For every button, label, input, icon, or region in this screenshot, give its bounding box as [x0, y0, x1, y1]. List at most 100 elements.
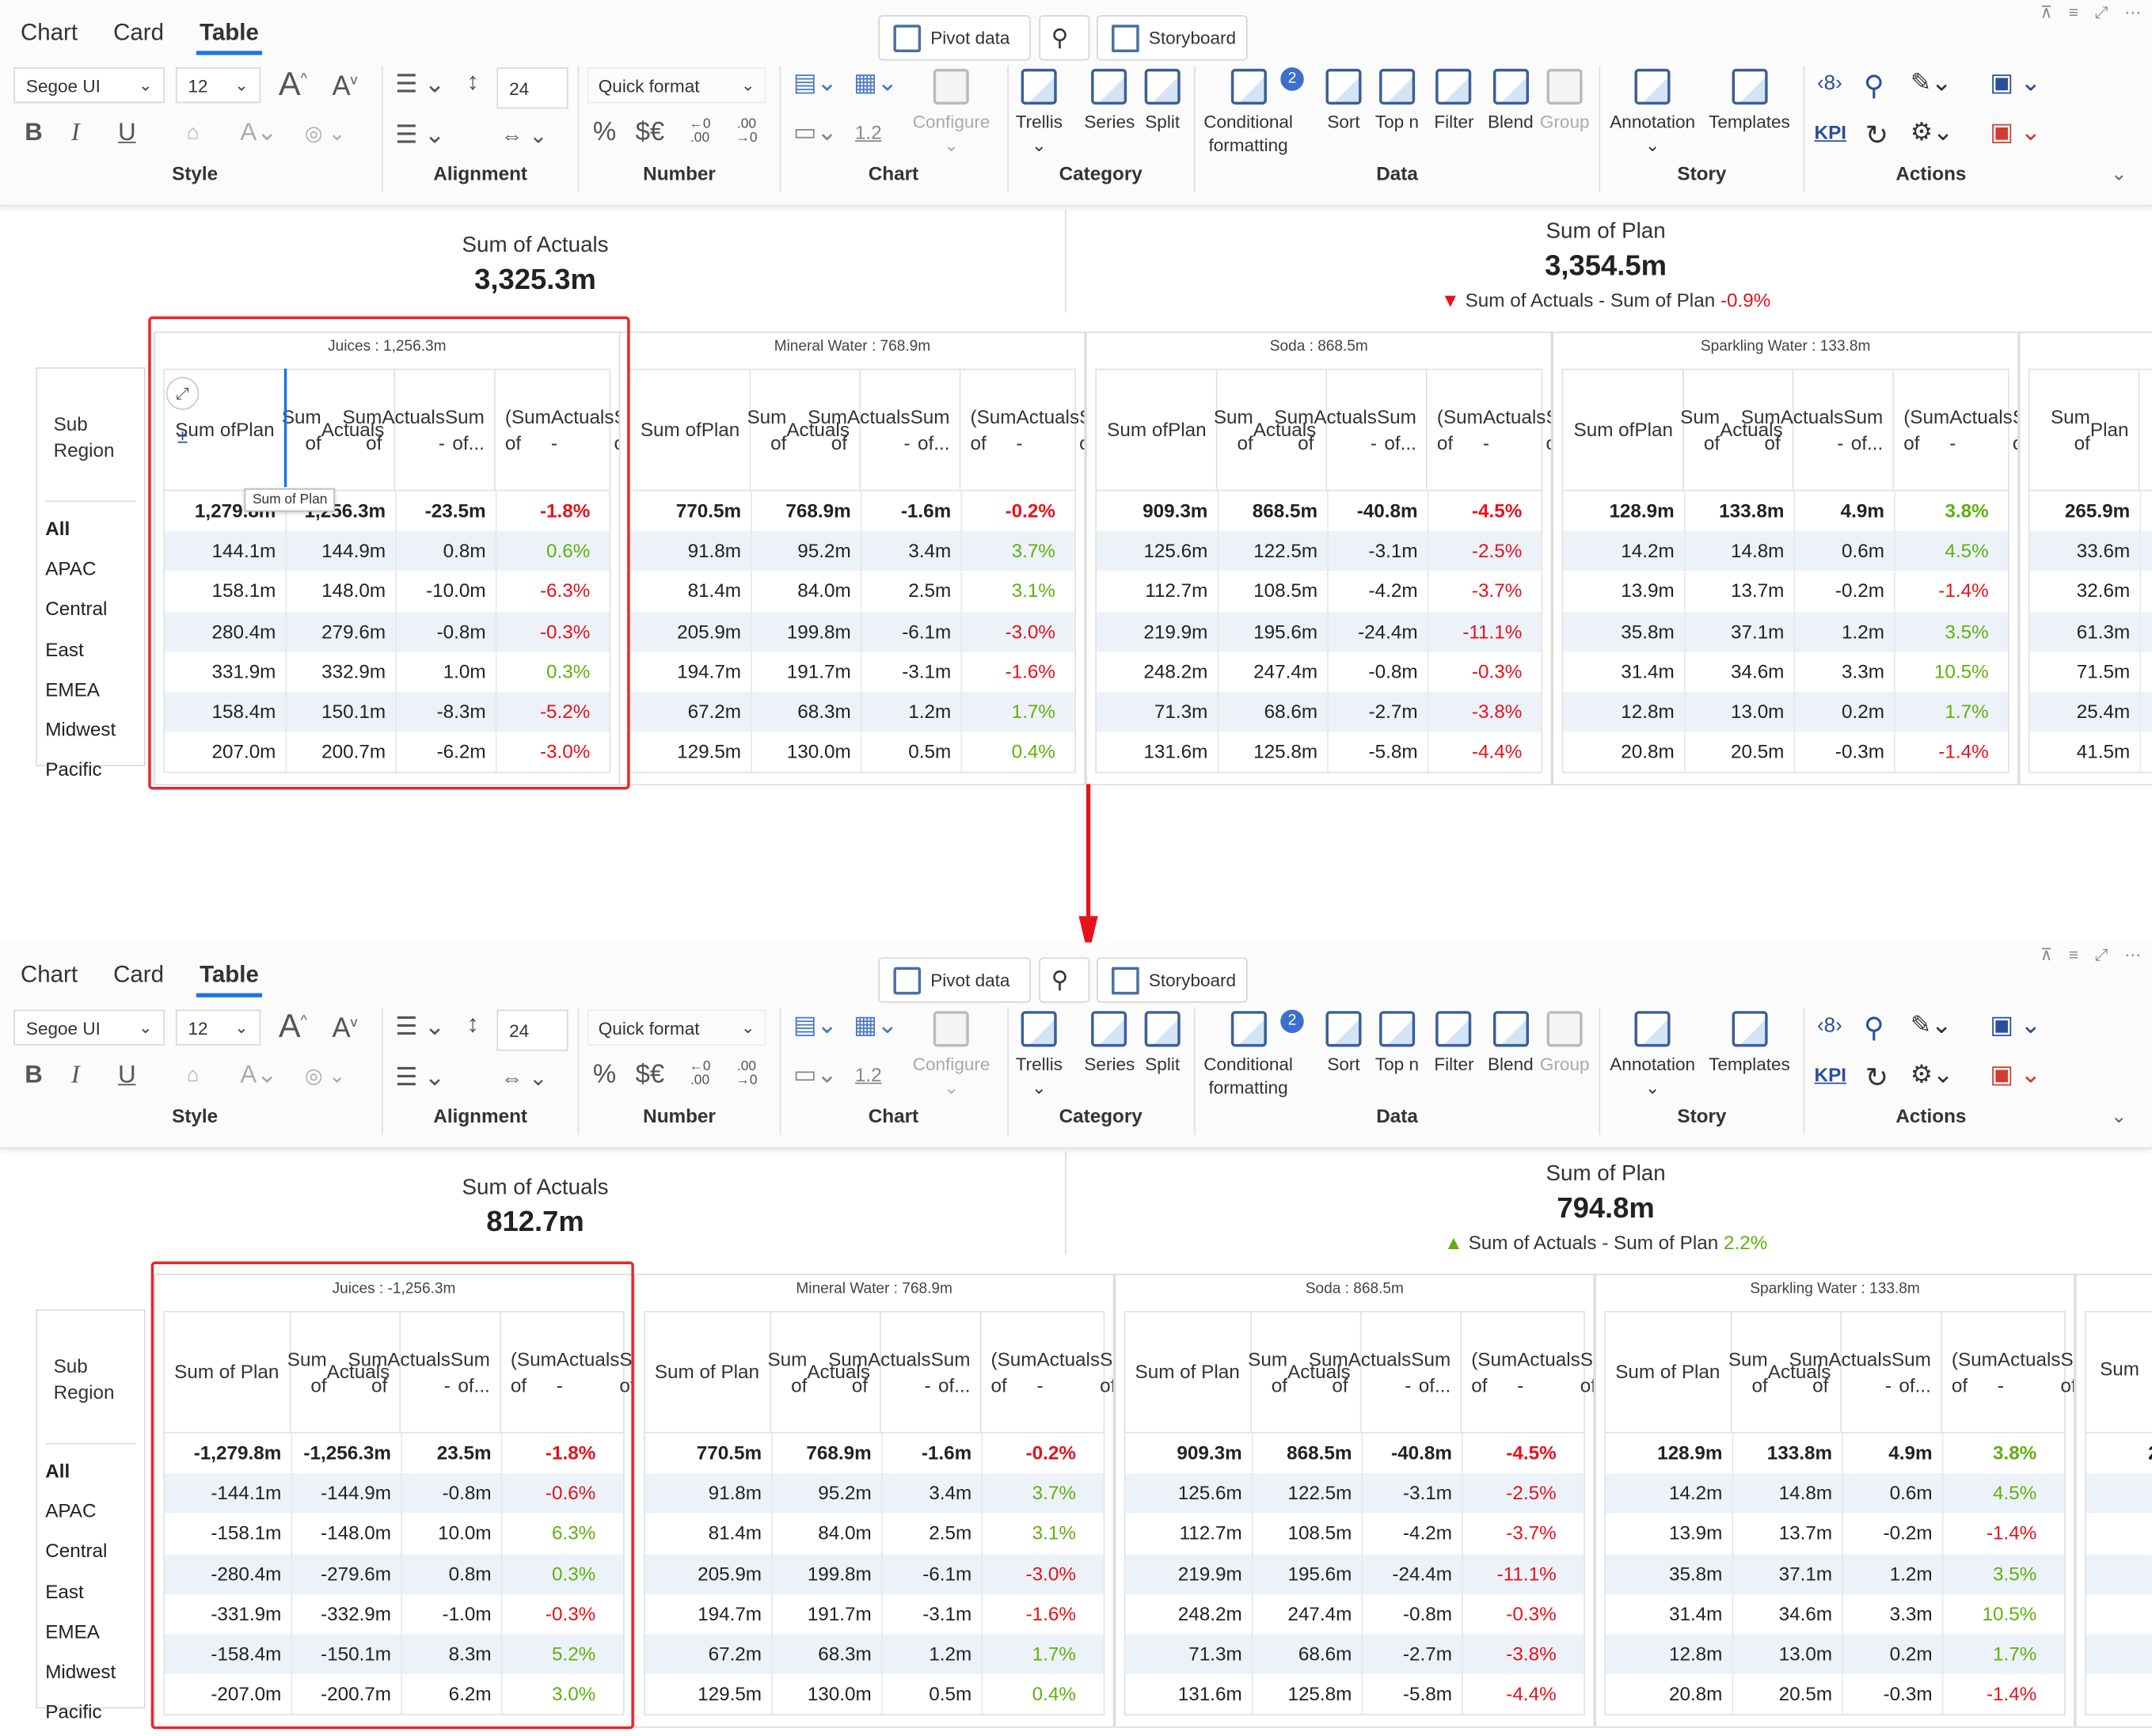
table-cell[interactable]: -40.8m — [1391, 1442, 1452, 1464]
table-cell[interactable]: 2.5m — [908, 579, 952, 602]
table-cell[interactable]: 20.8m — [1621, 740, 1675, 763]
table-cell[interactable]: 1.0m — [443, 659, 486, 682]
table-cell[interactable]: -1.6% — [1005, 659, 1055, 682]
table-cell[interactable]: 199.8m — [786, 619, 851, 642]
column-header[interactable]: Sum of Plan — [1097, 370, 1218, 490]
table-cell[interactable]: 84.0m — [818, 1521, 872, 1544]
table-cell[interactable]: -0.8m — [442, 1481, 492, 1504]
row-label[interactable]: APAC — [45, 557, 97, 579]
annotation-button[interactable]: Annotation ⌄ — [1610, 68, 1695, 157]
table-cell[interactable]: -0.8m — [1368, 659, 1418, 682]
table-cell[interactable]: -4.2m — [1368, 579, 1418, 602]
table-cell[interactable]: -40.8m — [1356, 499, 1418, 522]
table-cell[interactable]: -0.2% — [1025, 1442, 1076, 1464]
table-cell[interactable]: 219.9m — [1177, 1562, 1242, 1585]
horizontal-align-icon[interactable]: ☰ ⌄ — [395, 1012, 446, 1040]
table-cell[interactable]: 4.9m — [1888, 1442, 1933, 1464]
row-label[interactable]: Central — [45, 1540, 108, 1562]
table-cell[interactable] — [2086, 1594, 2152, 1634]
percent-icon[interactable]: % — [592, 118, 617, 147]
table-cell[interactable]: -0.8m — [1402, 1602, 1452, 1624]
kpi-icon[interactable]: KPI — [1814, 1063, 1847, 1086]
blend-button[interactable]: Blend — [1488, 68, 1534, 134]
table-cell[interactable]: 3.3m — [1842, 659, 1884, 682]
table-cell[interactable]: 68.6m — [1298, 1642, 1352, 1665]
column-header[interactable]: Sum of Plan — [1606, 1312, 1732, 1432]
table-cell[interactable]: 13.0m — [1778, 1642, 1833, 1665]
font-family-select[interactable]: Segoe UI ⌄ — [13, 1009, 165, 1046]
table-cell[interactable]: -6.1m — [902, 619, 952, 642]
table-cell[interactable]: 150.1m — [321, 700, 386, 723]
table-cell[interactable]: 2 — [2086, 1434, 2152, 1473]
row-label[interactable]: All — [45, 1459, 70, 1482]
table-cell[interactable]: -0.3% — [1471, 659, 1523, 682]
refresh-icon[interactable]: ↻ — [1865, 120, 1888, 152]
split-button[interactable]: Split — [1144, 68, 1181, 134]
chart-layout-icon[interactable]: ▦⌄ — [854, 1011, 898, 1039]
table-cell[interactable]: -279.6m — [320, 1562, 392, 1585]
filter-button[interactable]: Filter — [1434, 68, 1473, 134]
underline-icon[interactable]: U — [118, 118, 136, 146]
table-cell[interactable]: 71.3m — [1188, 1642, 1242, 1665]
column-header[interactable]: Sum of Actuals - Sum of... — [342, 370, 496, 490]
column-header[interactable]: Sum of Actuals — [747, 370, 861, 490]
table-cell[interactable]: 194.7m — [677, 659, 742, 682]
table-cell[interactable]: 14.8m — [1730, 539, 1785, 562]
table-cell[interactable]: -5.2% — [539, 700, 591, 723]
table-cell[interactable]: 0.6m — [1842, 539, 1884, 562]
font-size-select[interactable]: 12 ⌄ — [175, 67, 261, 104]
table-cell[interactable]: 265.9m — [2064, 499, 2131, 522]
table-cell[interactable]: 32.6m — [2076, 579, 2131, 602]
table-cell[interactable]: 112.7m — [1145, 579, 1208, 602]
table-cell[interactable]: -2.5% — [1506, 1481, 1557, 1504]
visibility-icon[interactable]: ◎ ⌄ — [304, 122, 346, 146]
font-family-select[interactable]: Segoe UI ⌄ — [13, 67, 165, 104]
table-cell[interactable]: -332.9m — [320, 1602, 392, 1624]
more-icon[interactable]: ⋯ — [2124, 2, 2142, 22]
table-cell[interactable]: 125.6m — [1177, 1481, 1242, 1504]
search-icon[interactable]: ⚲ — [1863, 71, 1884, 102]
table-cell[interactable]: -3.1m — [1402, 1481, 1452, 1504]
filter-lines-icon[interactable]: ≡ — [2068, 944, 2079, 965]
table-cell[interactable]: 0.5m — [929, 1682, 972, 1705]
column-header[interactable]: Sum of Actuals - Sum of... — [1274, 370, 1428, 490]
table-cell[interactable]: -1.6% — [1025, 1602, 1076, 1624]
table-cell[interactable]: 34.6m — [1778, 1602, 1833, 1624]
column-header[interactable]: Sum of Actuals - Sum of... — [1789, 1312, 1942, 1432]
table-cell[interactable]: 81.4m — [687, 579, 742, 602]
table-cell[interactable]: 148.0m — [321, 579, 386, 602]
table-cell[interactable]: 20.8m — [1668, 1682, 1723, 1705]
table-cell[interactable]: 909.3m — [1177, 1442, 1242, 1464]
storyboard-button[interactable]: Storyboard — [1096, 957, 1248, 1003]
table-cell[interactable]: -4.5% — [1471, 499, 1523, 522]
table-cell[interactable]: -144.1m — [211, 1481, 282, 1504]
decrease-font-icon[interactable]: Av — [332, 1013, 358, 1044]
column-header[interactable]: Sum of Actuals - Sum of... — [808, 370, 961, 490]
font-size-select[interactable]: 12 ⌄ — [175, 1009, 261, 1046]
table-cell[interactable]: -3.1m — [1368, 539, 1418, 562]
table-cell[interactable]: 3.5% — [1993, 1562, 2037, 1585]
table-cell[interactable]: 5.2% — [551, 1642, 596, 1665]
column-width-icon[interactable]: ⇔ ⌄ — [500, 125, 548, 149]
table-cell[interactable]: 41.5m — [2076, 740, 2131, 763]
pin-icon[interactable]: ⊼ — [2040, 2, 2053, 22]
conditional-formatting-button[interactable]: Conditional formatting — [1203, 1011, 1293, 1099]
table-cell[interactable]: -0.2% — [1005, 499, 1055, 522]
table-cell[interactable]: -158.1m — [211, 1521, 282, 1544]
table-cell[interactable]: 247.4m — [1287, 1602, 1352, 1624]
tab-card[interactable]: Card — [113, 961, 165, 988]
decrease-decimal-icon[interactable]: .00 →0 — [736, 1059, 758, 1088]
table-cell[interactable]: -0.3% — [545, 1602, 596, 1624]
column-header[interactable]: Sum of Plan — [1125, 1312, 1252, 1432]
expand-icon[interactable]: ⤢ — [2094, 2, 2108, 22]
table-cell[interactable]: 128.9m — [1609, 499, 1675, 522]
table-cell[interactable]: 35.8m — [1621, 619, 1675, 642]
table-cell[interactable]: 10.5% — [1933, 659, 1989, 682]
expand-table-icon[interactable]: ⤢ — [165, 377, 200, 410]
row-label[interactable]: Midwest — [45, 1660, 116, 1683]
row-label[interactable]: East — [45, 637, 84, 660]
